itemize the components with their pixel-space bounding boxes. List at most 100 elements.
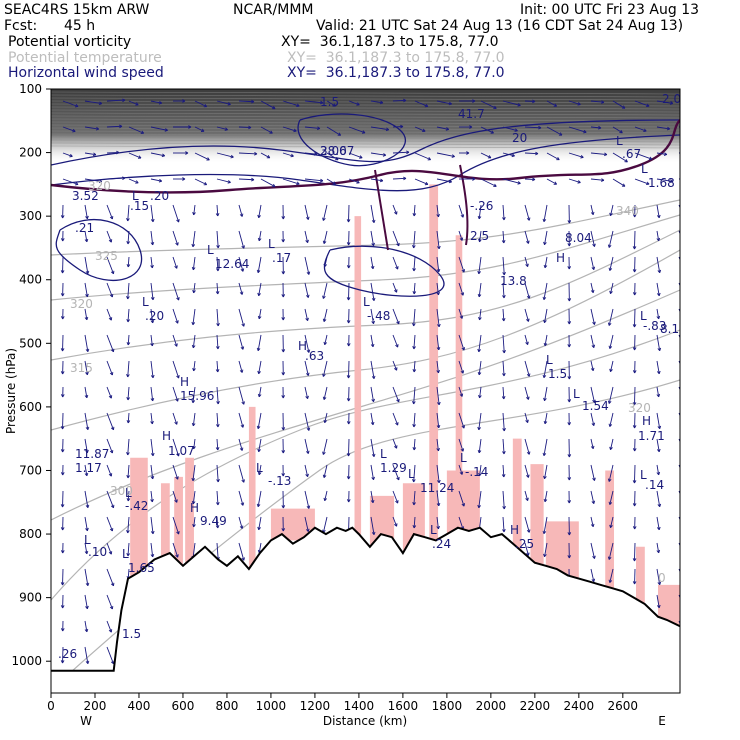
wind-vector-head: [461, 425, 466, 429]
wind-vector-head: [192, 211, 196, 216]
wind-vector: [546, 152, 560, 161]
pv-fine-contour: [51, 115, 680, 119]
wind-vector: [656, 282, 660, 296]
wind-vector-head: [502, 428, 506, 432]
wind-vector: [544, 256, 548, 268]
pv-contour-label: 2.5: [470, 229, 489, 243]
wind-vector-head: [371, 242, 375, 247]
wind-vector: [127, 308, 130, 322]
wind-vector: [413, 490, 416, 505]
wind-vector: [590, 282, 594, 293]
wind-vector-head: [632, 370, 637, 374]
wind-vector: [370, 360, 375, 379]
wind-vector-head: [110, 582, 115, 587]
wind-vector-head: [607, 478, 612, 482]
wind-vector-head: [150, 296, 155, 301]
wind-vector-head: [445, 127, 450, 131]
wind-vector: [478, 204, 482, 219]
wind-vector-head: [316, 126, 321, 131]
wind-vector-head: [323, 341, 328, 346]
wind-vector-head: [591, 266, 596, 270]
wind-vector-head: [227, 102, 231, 106]
wind-vector: [413, 308, 416, 326]
wind-vector: [304, 230, 309, 243]
theta-contour-label: 320: [70, 297, 93, 311]
wind-vector: [524, 360, 530, 377]
wind-speed-contour: [297, 113, 407, 167]
wind-vector-head: [305, 294, 310, 298]
wind-vector-head: [150, 553, 155, 558]
wind-vector-head: [412, 291, 417, 295]
y-tick-label: 200: [19, 146, 42, 160]
wind-vector-head: [609, 524, 613, 529]
pv-contour-label: 2.0: [662, 92, 681, 106]
wind-vector-head: [109, 449, 114, 454]
wind-vector: [502, 386, 505, 400]
wind-vector-head: [323, 419, 328, 424]
high-marker: H: [556, 251, 565, 265]
wind-vector-head: [656, 292, 661, 297]
wind-vector: [590, 334, 595, 348]
pv-contour-label: 1.17: [75, 461, 102, 475]
theta-contour-label: 300: [110, 484, 133, 498]
pink-region: [174, 476, 183, 566]
wind-vector: [392, 490, 399, 504]
terrain: [51, 526, 680, 693]
pv-contour-label: .26: [58, 647, 77, 661]
wind-vector-head: [461, 269, 466, 273]
wind-vector: [634, 178, 650, 185]
wind-vector: [216, 412, 219, 427]
wind-vector: [502, 256, 505, 275]
wind-vector: [216, 516, 219, 529]
wind-vector-head: [394, 289, 398, 293]
wind-vector: [392, 334, 399, 348]
wind-vector: [656, 542, 660, 553]
wind-vector-head: [191, 500, 196, 505]
pv-contour-label: 1.29: [380, 461, 407, 475]
wind-vector-head: [126, 319, 130, 323]
wind-vector-head: [525, 419, 529, 423]
wind-vector: [106, 282, 113, 298]
wind-vector-head: [60, 316, 65, 320]
wind-vector-head: [603, 152, 608, 157]
wind-vector: [128, 178, 139, 184]
wind-vector-head: [437, 323, 441, 328]
wind-vector: [150, 100, 162, 104]
x-tick-label: 1800: [432, 699, 463, 713]
wind-vector: [568, 100, 581, 105]
wind-vector: [392, 151, 410, 154]
pv-contour-label: 1.07: [168, 444, 195, 458]
wind-vector-head: [191, 321, 196, 326]
wind-vector-head: [477, 270, 481, 275]
wind-vector: [304, 516, 309, 532]
wind-vector: [326, 178, 336, 185]
theta-contour-line: [51, 214, 680, 301]
wind-vector-head: [257, 237, 262, 242]
wind-vector: [84, 204, 88, 219]
wind-vector: [84, 594, 88, 609]
wind-vector-head: [632, 402, 637, 406]
wind-vector-head: [632, 526, 637, 530]
wind-vector: [370, 438, 375, 457]
wind-vectors: [60, 98, 680, 665]
wind-vector-head: [332, 103, 336, 107]
wind-vector: [106, 464, 112, 477]
wind-vector: [502, 204, 505, 220]
wind-vector-head: [517, 103, 521, 107]
wind-vector-head: [175, 554, 179, 558]
wind-vector: [590, 360, 594, 371]
pv-contour-label: -.42: [125, 499, 148, 513]
wind-vector-head: [108, 629, 113, 633]
wind-vector: [479, 230, 482, 242]
pv-contour-label: 1.65: [128, 561, 155, 575]
wind-vector: [656, 490, 661, 507]
wind-vector-head: [191, 266, 196, 271]
pink-region: [185, 457, 194, 564]
wind-vector: [590, 464, 595, 481]
wind-vector-head: [281, 349, 286, 353]
wind-vector-head: [92, 152, 97, 157]
wind-vector-head: [656, 214, 661, 219]
wind-vector-head: [98, 179, 103, 183]
wind-vector-head: [174, 499, 178, 503]
